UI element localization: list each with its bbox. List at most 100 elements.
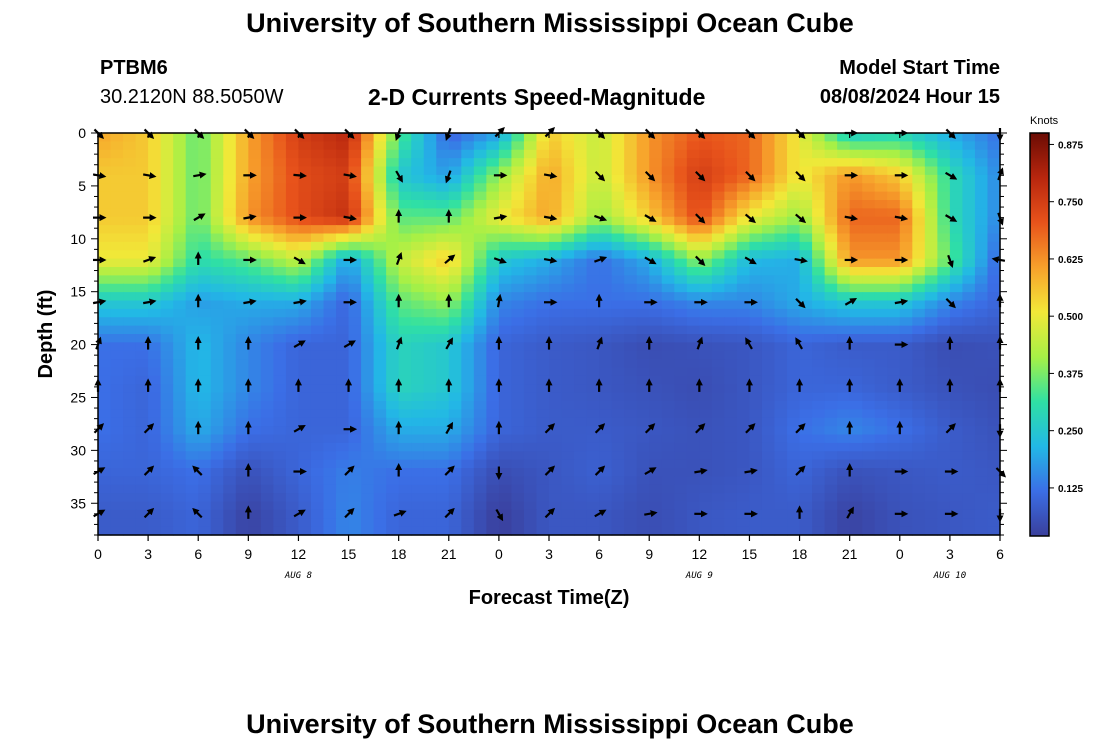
heatmap-cell	[135, 317, 149, 327]
heatmap-cell	[812, 459, 826, 469]
heatmap-cell	[937, 158, 951, 168]
heatmap-cell	[887, 149, 901, 159]
heatmap-cell	[285, 417, 300, 427]
heatmap-cell	[498, 392, 513, 402]
heatmap-cell	[787, 518, 801, 528]
heatmap-cell	[611, 468, 625, 477]
heatmap-cell	[536, 250, 550, 260]
heatmap-cell	[473, 359, 487, 369]
heatmap-cell	[874, 233, 888, 243]
heatmap-cell	[160, 501, 174, 511]
heatmap-cell	[260, 484, 274, 494]
heatmap-cell	[599, 484, 613, 494]
heatmap-cell	[336, 183, 350, 193]
heatmap-cell	[636, 275, 650, 285]
heatmap-cell	[198, 484, 212, 494]
heatmap-cell	[962, 292, 976, 302]
heatmap-cell	[624, 518, 638, 528]
heatmap-cell	[924, 384, 938, 394]
heatmap-cell	[636, 133, 650, 142]
colorbar-tick-label: 0.875	[1058, 140, 1083, 151]
heatmap-cell	[173, 191, 187, 201]
heatmap-cell	[223, 409, 237, 419]
heatmap-cell	[574, 174, 588, 184]
heatmap-cell	[423, 501, 437, 511]
heatmap-cell	[899, 401, 913, 410]
heatmap-cell	[987, 501, 1001, 511]
heatmap-cell	[398, 317, 412, 327]
heatmap-cell	[749, 484, 763, 494]
heatmap-cell	[185, 241, 199, 251]
heatmap-cell	[386, 401, 400, 410]
heatmap-cell	[974, 133, 989, 142]
heatmap-cell	[899, 384, 913, 394]
heatmap-cell	[461, 317, 475, 327]
heatmap-cell	[436, 401, 450, 410]
heatmap-cell	[799, 275, 813, 285]
heatmap-cell	[824, 283, 838, 293]
heatmap-cell	[310, 468, 325, 477]
colorbar-tick-label: 0.250	[1058, 427, 1083, 438]
heatmap-cell	[523, 359, 538, 369]
heatmap-cell	[912, 158, 926, 168]
heatmap-cell	[348, 476, 362, 486]
heatmap-cell	[386, 359, 400, 369]
heatmap-cell	[135, 426, 149, 436]
heatmap-cell	[298, 166, 312, 176]
heatmap-cell	[148, 342, 162, 352]
heatmap-cell	[423, 384, 437, 394]
heatmap-cell	[298, 434, 312, 444]
heatmap-cell	[260, 149, 274, 159]
heatmap-cell	[386, 417, 400, 427]
heatmap-cell	[686, 501, 700, 511]
heatmap-cell	[98, 526, 112, 536]
heatmap-cell	[937, 468, 951, 477]
heatmap-cell	[185, 334, 199, 343]
heatmap-cell	[173, 501, 187, 511]
heatmap-cell	[511, 509, 525, 519]
heatmap-cell	[135, 375, 149, 385]
heatmap-cell	[148, 442, 162, 452]
heatmap-cell	[661, 367, 675, 377]
heatmap-cell	[298, 476, 312, 486]
heatmap-cell	[862, 292, 876, 302]
heatmap-cell	[661, 174, 675, 184]
heatmap-cell	[361, 216, 375, 226]
heatmap-cell	[574, 141, 588, 151]
heatmap-cell	[761, 292, 776, 302]
heatmap-cell	[924, 225, 938, 235]
heatmap-cell	[348, 250, 362, 260]
heatmap-cell	[198, 300, 212, 310]
heatmap-cell	[386, 317, 400, 327]
heatmap-cell	[761, 225, 776, 235]
heatmap-cell	[361, 183, 375, 193]
heatmap-cell	[749, 283, 763, 293]
heatmap-cell	[110, 442, 124, 452]
heatmap-cell	[799, 325, 813, 335]
heatmap-cell	[724, 509, 738, 519]
heatmap-cell	[173, 493, 187, 503]
heatmap-cell	[110, 267, 124, 276]
heatmap-cell	[323, 241, 337, 251]
heatmap-cell	[173, 476, 187, 486]
heatmap-cell	[549, 375, 563, 385]
heatmap-cell	[386, 250, 400, 260]
heatmap-cell	[874, 308, 888, 318]
heatmap-cell	[849, 183, 863, 193]
heatmap-cell	[987, 225, 1001, 235]
heatmap-cell	[549, 191, 563, 201]
heatmap-cell	[260, 375, 274, 385]
heatmap-cell	[310, 375, 325, 385]
heatmap-cell	[761, 141, 776, 151]
heatmap-cell	[536, 350, 550, 360]
heatmap-cell	[336, 317, 350, 327]
heatmap-cell	[473, 283, 487, 293]
current-vector-arrow	[644, 510, 658, 518]
heatmap-cell	[574, 208, 588, 218]
heatmap-cell	[310, 183, 325, 193]
heatmap-cell	[787, 409, 801, 419]
heatmap-cell	[599, 342, 613, 352]
heatmap-cell	[486, 149, 500, 159]
heatmap-cell	[536, 158, 550, 168]
heatmap-cell	[761, 133, 776, 142]
